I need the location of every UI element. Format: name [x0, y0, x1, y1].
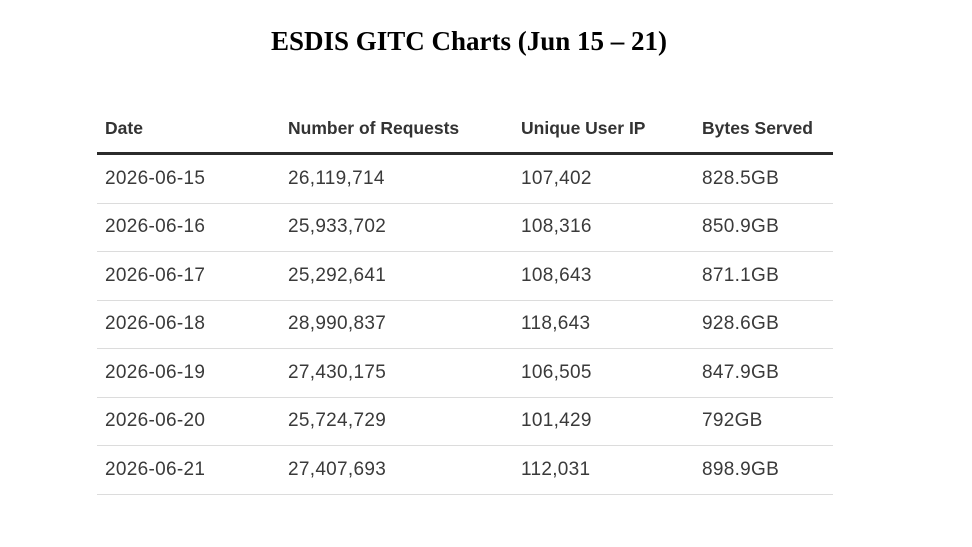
table-header-row: Date Number of Requests Unique User IP B…	[97, 104, 833, 155]
cell-bytes: 847.9GB	[694, 348, 833, 398]
cell-bytes: 898.9GB	[694, 445, 833, 495]
page-title: ESDIS GITC Charts (Jun 15 – 21)	[270, 26, 668, 56]
header-unique-user-ip: Unique User IP	[513, 104, 694, 155]
table-row: 2026-06-17 25,292,641 108,643 871.1GB	[97, 251, 833, 301]
cell-date: 2026-06-15	[97, 153, 280, 204]
cell-requests: 27,407,693	[280, 445, 513, 495]
cell-date: 2026-06-17	[97, 251, 280, 301]
cell-bytes: 792GB	[694, 397, 833, 446]
cell-unique-ip: 106,505	[513, 348, 694, 398]
cell-unique-ip: 108,643	[513, 251, 694, 301]
table-row: 2026-06-18 28,990,837 118,643 928.6GB	[97, 300, 833, 349]
cell-unique-ip: 107,402	[513, 153, 694, 204]
cell-requests: 28,990,837	[280, 300, 513, 349]
stats-table-container: Date Number of Requests Unique User IP B…	[97, 104, 833, 495]
header-date: Date	[97, 104, 280, 155]
cell-bytes: 871.1GB	[694, 251, 833, 301]
cell-date: 2026-06-18	[97, 300, 280, 349]
table-row: 2026-06-15 26,119,714 107,402 828.5GB	[97, 153, 833, 204]
cell-unique-ip: 101,429	[513, 397, 694, 446]
header-bytes-served: Bytes Served	[694, 104, 833, 155]
cell-unique-ip: 108,316	[513, 203, 694, 252]
cell-requests: 26,119,714	[280, 153, 513, 204]
cell-bytes: 928.6GB	[694, 300, 833, 349]
table-row: 2026-06-19 27,430,175 106,505 847.9GB	[97, 348, 833, 398]
cell-requests: 27,430,175	[280, 348, 513, 398]
cell-requests: 25,724,729	[280, 397, 513, 446]
cell-requests: 25,933,702	[280, 203, 513, 252]
cell-date: 2026-06-20	[97, 397, 280, 446]
table-row: 2026-06-21 27,407,693 112,031 898.9GB	[97, 445, 833, 495]
stats-table: Date Number of Requests Unique User IP B…	[97, 104, 833, 495]
table-row: 2026-06-20 25,724,729 101,429 792GB	[97, 397, 833, 446]
cell-date: 2026-06-16	[97, 203, 280, 252]
cell-bytes: 850.9GB	[694, 203, 833, 252]
header-number-of-requests: Number of Requests	[280, 104, 513, 155]
cell-unique-ip: 112,031	[513, 445, 694, 495]
cell-date: 2026-06-21	[97, 445, 280, 495]
cell-unique-ip: 118,643	[513, 300, 694, 349]
table-row: 2026-06-16 25,933,702 108,316 850.9GB	[97, 203, 833, 252]
cell-bytes: 828.5GB	[694, 153, 833, 204]
cell-requests: 25,292,641	[280, 251, 513, 301]
cell-date: 2026-06-19	[97, 348, 280, 398]
